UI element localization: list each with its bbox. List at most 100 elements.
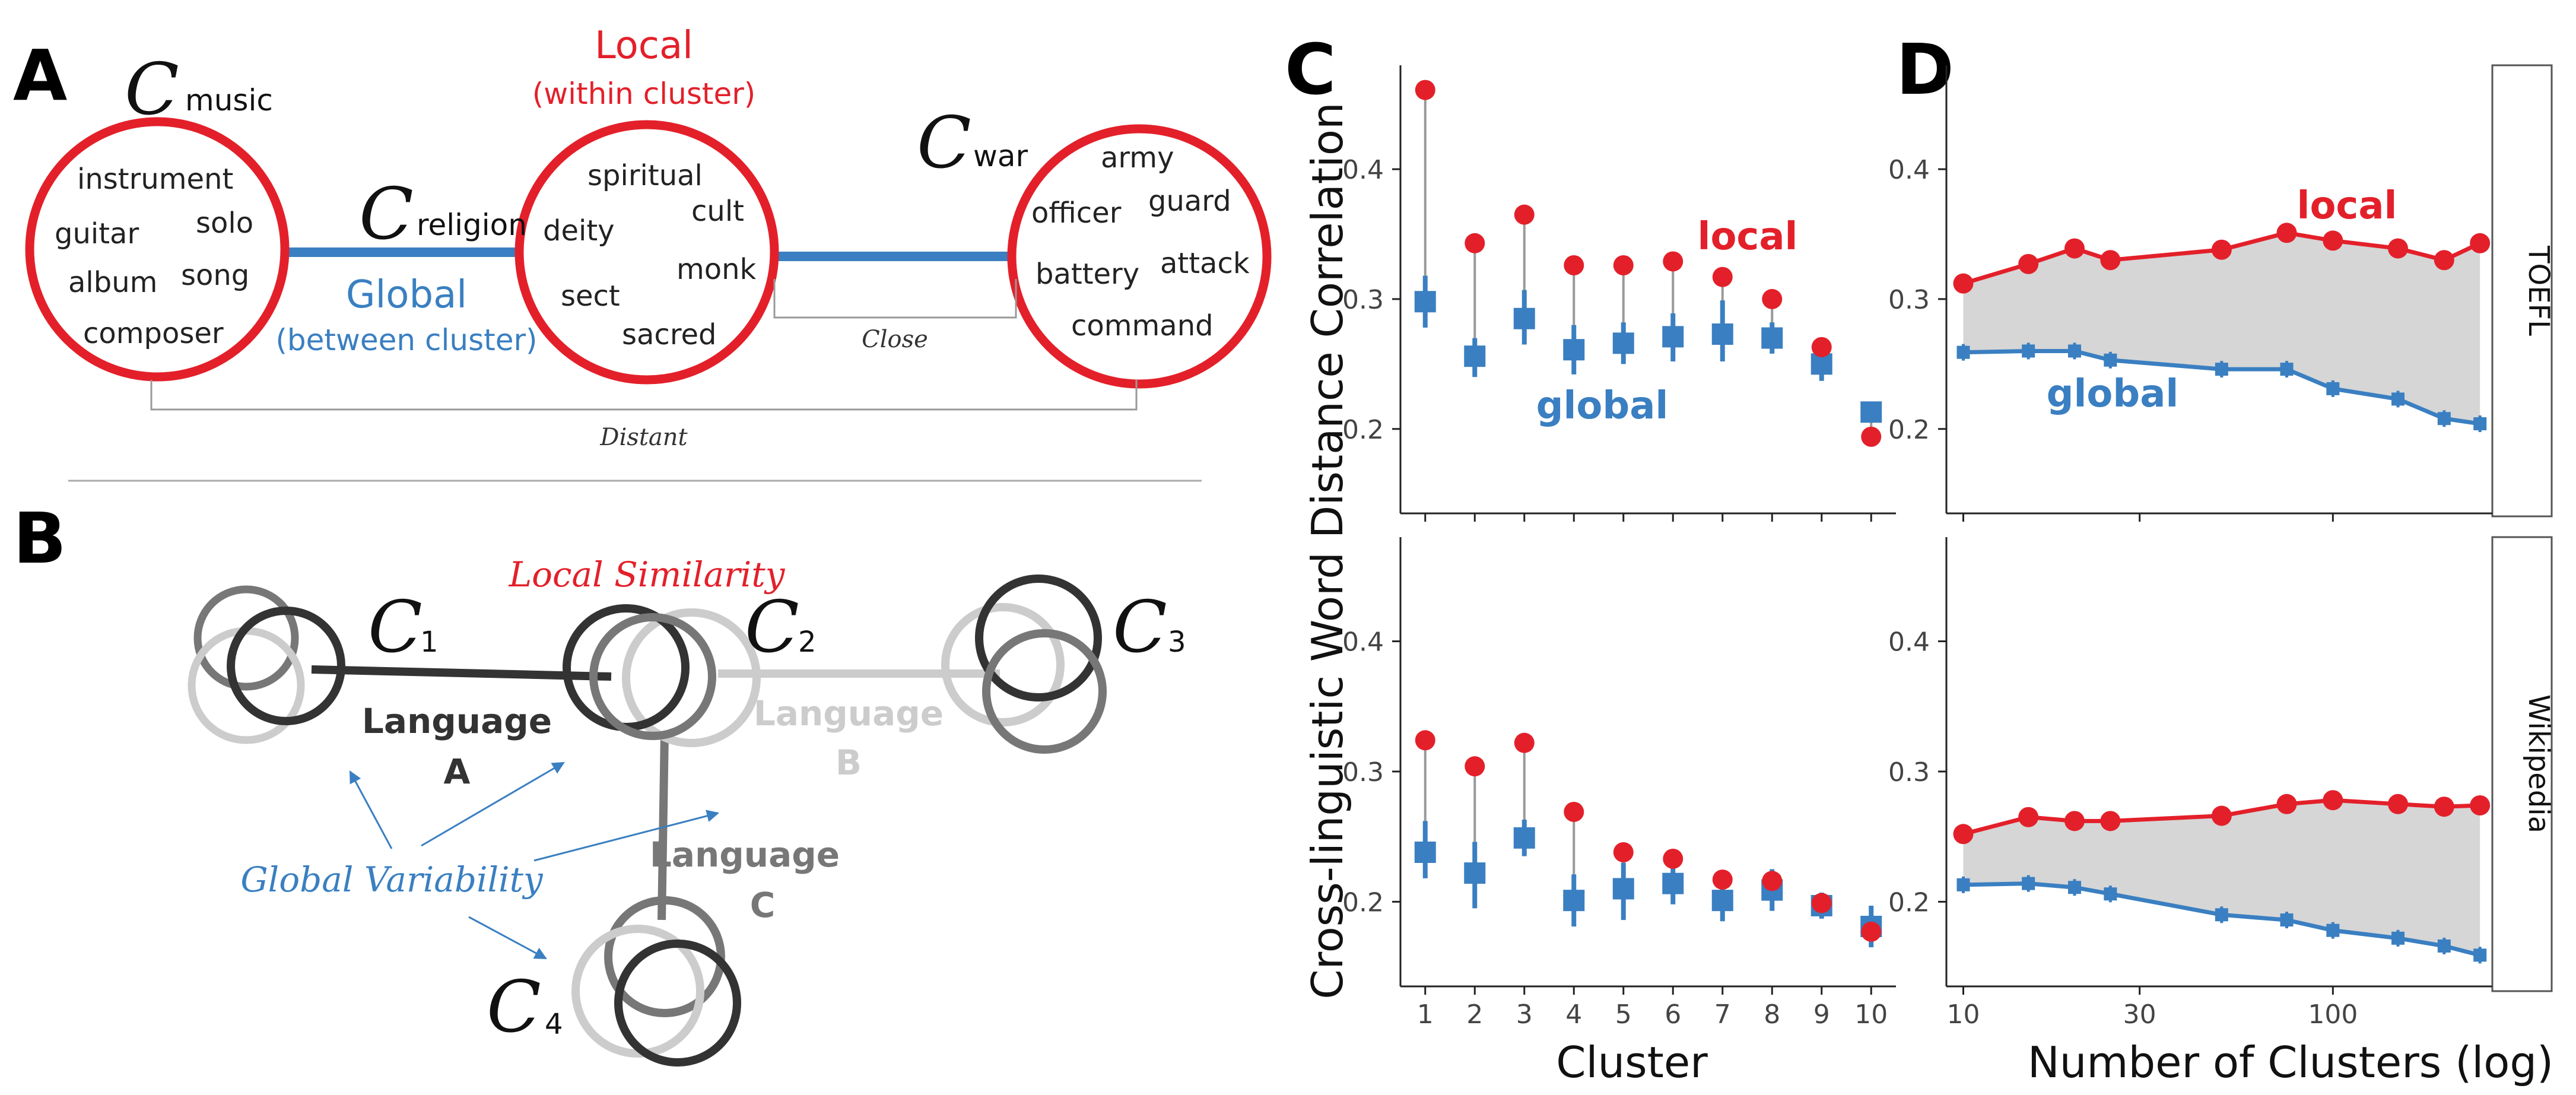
y-tick-label: 0.3 bbox=[1888, 757, 1930, 788]
c1-circle-mid bbox=[193, 585, 299, 691]
global-point bbox=[1711, 323, 1733, 345]
global-point bbox=[1563, 890, 1585, 912]
global-point bbox=[1662, 326, 1684, 348]
local-point bbox=[2064, 238, 2085, 259]
word: monk bbox=[676, 253, 757, 286]
word: cult bbox=[691, 195, 744, 228]
difference-band bbox=[1963, 233, 2480, 424]
local-point bbox=[1712, 869, 1733, 890]
y-axis-label: Cross-linguistic Word Distance Correlati… bbox=[1303, 102, 1352, 999]
global-point bbox=[1464, 345, 1486, 367]
word: spiritual bbox=[587, 159, 703, 192]
distant-label: Distant bbox=[599, 424, 688, 451]
x-tick-label: 30 bbox=[2123, 999, 2156, 1030]
x-tick-label: 100 bbox=[2308, 999, 2358, 1030]
cluster-war-sub: war bbox=[973, 139, 1028, 173]
word: sacred bbox=[622, 318, 717, 351]
global-point bbox=[1662, 872, 1684, 894]
c3-label-sub: 3 bbox=[1168, 626, 1186, 659]
language-a-letter: A bbox=[444, 751, 471, 792]
global-point bbox=[1464, 862, 1486, 884]
global-point bbox=[2104, 353, 2117, 367]
facet-label-wikipedia: Wikipedia bbox=[2522, 694, 2555, 833]
local-point bbox=[1613, 842, 1634, 862]
local-point bbox=[1712, 266, 1733, 287]
local-point bbox=[1861, 426, 1882, 447]
c1-label-c: C bbox=[368, 586, 423, 669]
global-point bbox=[2022, 877, 2035, 890]
word: solo bbox=[196, 207, 253, 240]
global-series-label-d: global bbox=[2047, 372, 2179, 416]
c2-circle-mid bbox=[589, 613, 716, 740]
local-point bbox=[1465, 756, 1485, 777]
c2-label-sub: 2 bbox=[798, 626, 817, 659]
word: album bbox=[68, 266, 157, 299]
y-tick-label: 0.3 bbox=[1888, 285, 1930, 315]
plot-d-toefl: 0.2 0.3 0.4 bbox=[1888, 65, 2492, 522]
global-label: Global bbox=[346, 273, 467, 317]
word: guard bbox=[1148, 185, 1231, 218]
local-series-label-c: local bbox=[1698, 215, 1798, 259]
local-point bbox=[1953, 824, 1974, 845]
c1-circle-dark bbox=[227, 607, 345, 725]
panel-c-letter: C bbox=[1285, 28, 1336, 110]
y-tick-label: 0.4 bbox=[1888, 627, 1930, 658]
y-tick-label: 0.3 bbox=[1342, 757, 1384, 788]
language-a-link bbox=[311, 665, 612, 681]
c2-label-c: C bbox=[745, 586, 799, 669]
y-tick-label: 0.2 bbox=[1888, 887, 1930, 918]
x-tick-label: 10 bbox=[1854, 999, 1888, 1030]
local-point bbox=[1514, 204, 1535, 225]
global-variability-label: Global Variability bbox=[240, 859, 544, 900]
c1-label-sub: 1 bbox=[420, 626, 439, 659]
local-point bbox=[1811, 337, 1832, 357]
global-point bbox=[2473, 417, 2487, 430]
word: guitar bbox=[55, 217, 139, 250]
global-point bbox=[2104, 887, 2117, 901]
y-tick-label: 0.3 bbox=[1342, 285, 1384, 315]
facet-strip-toefl bbox=[2491, 64, 2553, 518]
local-point bbox=[1663, 848, 1684, 869]
local-point bbox=[2388, 794, 2409, 814]
variability-arrow bbox=[468, 916, 547, 960]
x-axis-label-d: Number of Clusters (log) bbox=[2028, 1037, 2553, 1087]
language-b-letter: B bbox=[836, 742, 862, 783]
x-tick-label: 6 bbox=[1665, 999, 1681, 1030]
global-point bbox=[2326, 923, 2340, 937]
local-point bbox=[2470, 795, 2491, 816]
x-tick-label: 10 bbox=[1946, 999, 1980, 1030]
global-point bbox=[2215, 908, 2228, 922]
x-tick-label: 7 bbox=[1714, 999, 1731, 1030]
cluster-music-c: C bbox=[125, 49, 179, 131]
global-point bbox=[1761, 327, 1783, 349]
word: sect bbox=[561, 280, 620, 313]
x-axis-label-c: Cluster bbox=[1556, 1037, 1708, 1087]
plot-c-toefl: 0.2 0.3 0.4 bbox=[1342, 65, 1896, 522]
global-point bbox=[1563, 339, 1585, 361]
local-sublabel: (within cluster) bbox=[532, 77, 756, 111]
global-point bbox=[1956, 878, 1970, 891]
local-point bbox=[2018, 807, 2039, 827]
global-point bbox=[1956, 345, 1970, 359]
local-point bbox=[1762, 288, 1783, 309]
global-point bbox=[2326, 382, 2340, 395]
difference-band bbox=[1963, 800, 2480, 956]
distant-bracket bbox=[150, 380, 1138, 411]
close-label: Close bbox=[862, 326, 928, 353]
global-point bbox=[2280, 913, 2294, 927]
global-point bbox=[1711, 890, 1733, 912]
global-point bbox=[2437, 939, 2451, 953]
panel-d-letter: D bbox=[1896, 28, 1954, 110]
global-point bbox=[2391, 931, 2405, 945]
local-point bbox=[1415, 80, 1435, 100]
local-point bbox=[2064, 811, 2085, 831]
x-tick-label: 9 bbox=[1813, 999, 1830, 1030]
local-point bbox=[1613, 255, 1634, 276]
panel-a-letter: A bbox=[13, 34, 67, 116]
local-line bbox=[1962, 798, 2480, 836]
y-tick-label: 0.4 bbox=[1342, 627, 1384, 658]
c4-label-sub: 4 bbox=[545, 1008, 563, 1041]
word: command bbox=[1071, 309, 1214, 342]
c2-circle-light bbox=[622, 608, 761, 747]
